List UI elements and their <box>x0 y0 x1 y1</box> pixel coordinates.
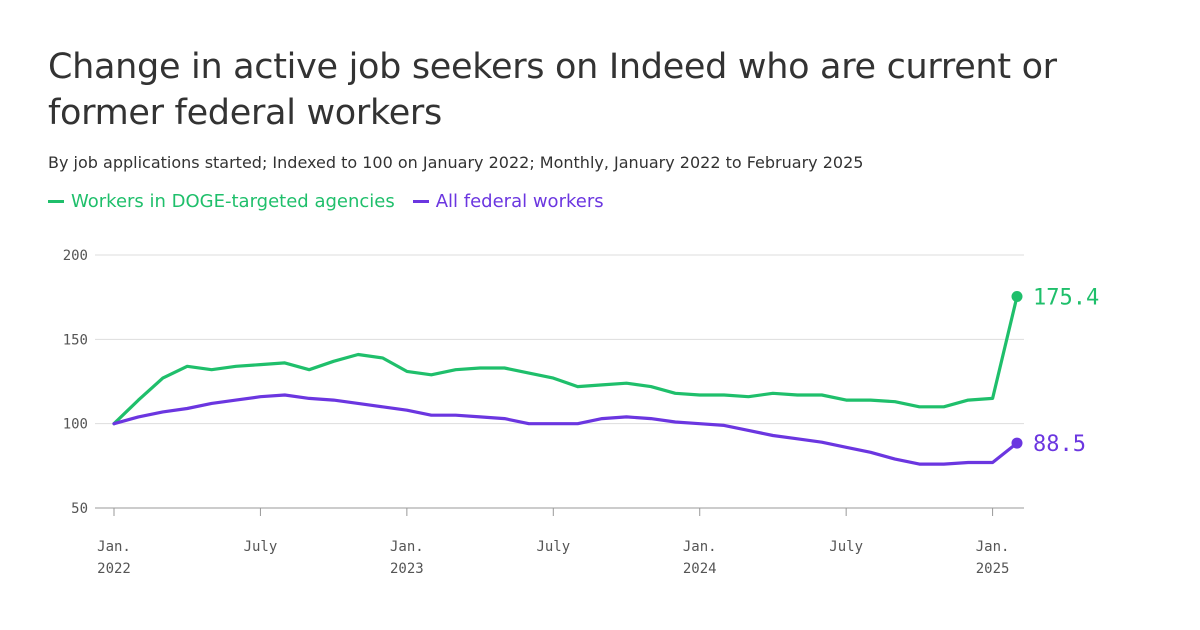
x-tick-label-2: Jan. <box>390 539 424 555</box>
series-line-1 <box>112 393 1019 466</box>
x-tick-year-2: 2023 <box>390 561 424 577</box>
x-tick-year-6: 2025 <box>976 561 1010 577</box>
series-end-label-0: 175.4 <box>1033 285 1099 310</box>
legend: Workers in DOGE-targeted agencies All fe… <box>48 191 604 212</box>
y-tick-label-150: 150 <box>63 332 88 348</box>
y-tick-label-200: 200 <box>63 248 88 264</box>
chart-subtitle: By job applications started; Indexed to … <box>48 153 864 172</box>
x-tick-label-3: July <box>536 539 570 555</box>
legend-label-all-federal: All federal workers <box>435 191 604 212</box>
x-tick-label-1: July <box>244 539 278 555</box>
x-tick-label-5: July <box>829 539 863 555</box>
series-end-point-0 <box>1011 290 1023 302</box>
legend-item-doge: Workers in DOGE-targeted agencies <box>48 191 395 212</box>
x-tick-year-0: 2022 <box>97 561 131 577</box>
x-tick-label-0: Jan. <box>97 539 131 555</box>
x-tick-year-4: 2024 <box>683 561 717 577</box>
y-tick-label-100: 100 <box>63 417 88 433</box>
series-line-0 <box>112 294 1019 426</box>
legend-swatch-all-federal <box>412 200 429 203</box>
series-end-label-1: 88.5 <box>1033 432 1086 457</box>
x-tick-label-4: Jan. <box>683 539 717 555</box>
x-tick-label-6: Jan. <box>976 539 1010 555</box>
chart-title: Change in active job seekers on Indeed w… <box>48 47 1057 133</box>
legend-label-doge: Workers in DOGE-targeted agencies <box>71 191 395 212</box>
legend-swatch-doge <box>48 200 64 203</box>
y-tick-label-50: 50 <box>71 501 88 517</box>
series-end-point-1 <box>1011 437 1023 449</box>
legend-item-all-federal: All federal workers <box>412 191 604 212</box>
